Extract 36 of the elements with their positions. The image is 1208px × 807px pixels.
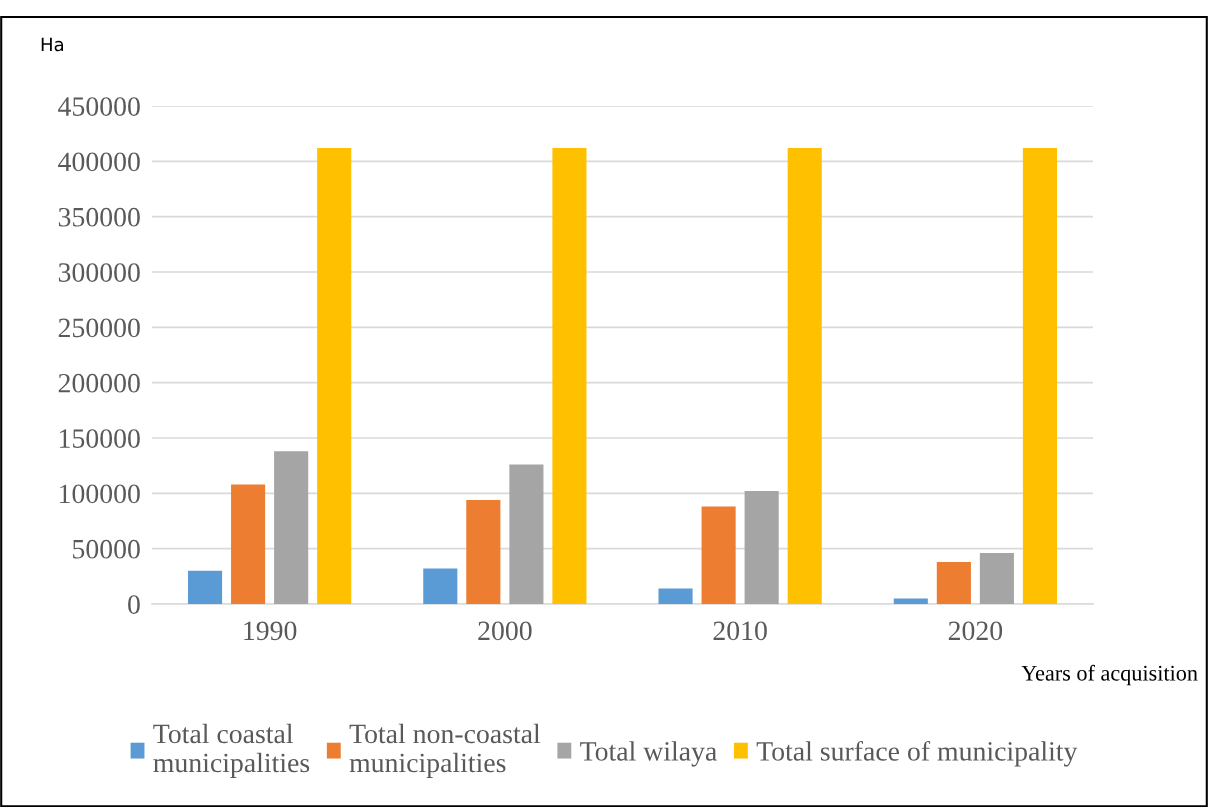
- legend-label: Total coastal municipalities: [153, 723, 310, 778]
- bar: [317, 148, 352, 604]
- x-tick-label: 2020: [948, 621, 1003, 641]
- bar: [744, 491, 779, 604]
- x-axis-title: Years of acquisition: [1021, 664, 1198, 686]
- x-tick-label: 1990: [244, 621, 297, 641]
- bar: [893, 598, 928, 604]
- bar: [979, 553, 1014, 604]
- bar: [274, 451, 309, 604]
- bar: [787, 148, 822, 604]
- bar: [187, 570, 223, 604]
- y-tick-label: 100000: [60, 484, 140, 504]
- bar: [936, 561, 971, 604]
- legend-label: Total wilaya: [580, 741, 717, 767]
- y-tick-label: 150000: [60, 429, 140, 448]
- y-tick-label: 300000: [58, 263, 140, 282]
- bar: [466, 499, 501, 604]
- bar: [701, 506, 736, 604]
- bar: [509, 464, 544, 604]
- bar: [1022, 148, 1058, 604]
- y-tick-label: 250000: [58, 318, 140, 338]
- y-tick-label: 200000: [58, 373, 140, 393]
- y-tick-label: 50000: [73, 539, 140, 559]
- y-tick-label: 400000: [58, 152, 140, 172]
- legend-label: Total non-coastal municipalities: [349, 723, 541, 778]
- x-tick-label: 2010: [713, 621, 767, 641]
- x-tick-label: 2000: [478, 621, 532, 641]
- bar: [658, 588, 693, 604]
- y-tick-label: 350000: [58, 207, 140, 227]
- y-tick-label: 0: [128, 595, 140, 614]
- bar: [552, 148, 587, 604]
- bar: [423, 568, 458, 604]
- y-tick-label: 450000: [58, 97, 140, 116]
- bar: [231, 484, 266, 604]
- legend-label: Total surface of municipality: [756, 740, 1078, 767]
- y-axis-title: Ha: [41, 37, 63, 52]
